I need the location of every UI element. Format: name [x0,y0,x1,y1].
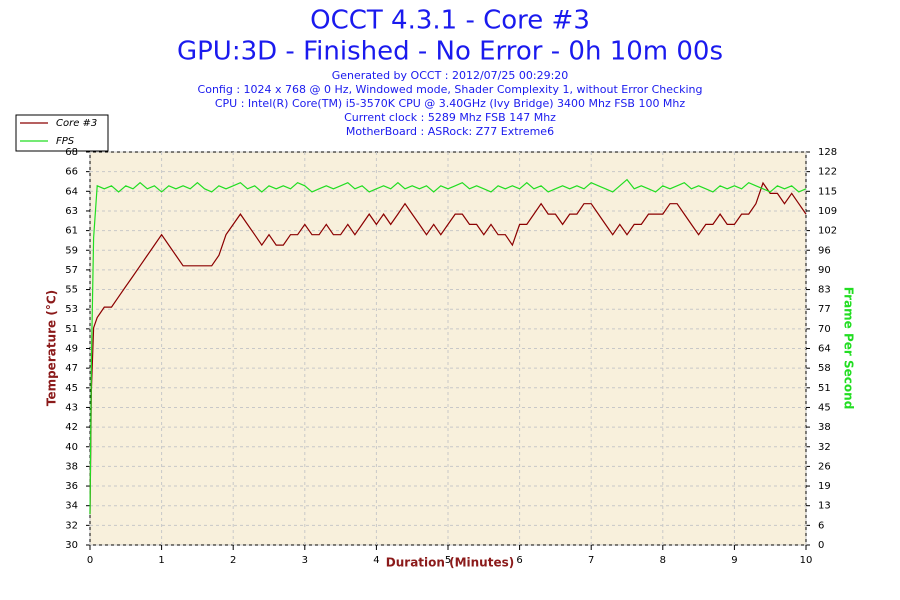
y2-tick-label: 13 [818,501,831,512]
x-tick-label: 6 [516,555,522,566]
x-tick-label: 8 [660,555,666,566]
chart-title: OCCT 4.3.1 - Core #3 [310,6,590,36]
x-tick-label: 0 [87,555,93,566]
y2-tick-label: 26 [818,461,831,472]
y-tick-label: 55 [65,285,78,296]
y2-tick-label: 32 [818,442,831,453]
y-tick-label: 64 [65,186,78,197]
legend-label: FPS [56,136,75,147]
y2-tick-label: 6 [818,520,824,531]
y2-tick-label: 128 [818,147,837,158]
legend-label: Core #3 [56,118,97,129]
info-line: Current clock : 5289 Mhz FSB 147 Mhz [344,111,556,124]
legend [15,114,109,152]
y-tick-label: 40 [65,442,78,453]
y-tick-label: 61 [65,226,78,237]
x-tick-label: 9 [731,555,737,566]
y-tick-label: 68 [65,147,78,158]
y-tick-label: 49 [65,344,78,355]
y2-tick-label: 51 [818,383,831,394]
x-tick-label: 5 [445,555,451,566]
y2-tick-label: 70 [818,324,831,335]
y2-tick-label: 102 [818,226,837,237]
y-tick-label: 57 [65,265,78,276]
y-tick-label: 43 [65,402,78,413]
y2-tick-label: 0 [818,540,824,551]
y2-tick-label: 38 [818,422,831,433]
info-line: Config : 1024 x 768 @ 0 Hz, Windowed mod… [198,83,703,96]
x-tick-label: 10 [800,555,813,566]
info-line: Generated by OCCT : 2012/07/25 00:29:20 [332,69,569,82]
info-line: CPU : Intel(R) Core(TM) i5-3570K CPU @ 3… [215,97,686,110]
x-tick-label: 2 [230,555,236,566]
y-tick-label: 38 [65,461,78,472]
y-tick-label: 53 [65,304,78,315]
y2-tick-label: 45 [818,402,831,413]
y-tick-label: 42 [65,422,78,433]
x-tick-label: 1 [158,555,164,566]
x-tick-label: 7 [588,555,594,566]
y-axis-label: Temperature (°C) [45,290,59,406]
y-tick-label: 45 [65,383,78,394]
chart-subtitle: GPU:3D - Finished - No Error - 0h 10m 00… [177,37,723,67]
y2-tick-label: 90 [818,265,831,276]
y-tick-label: 30 [65,540,78,551]
y-tick-label: 59 [65,245,78,256]
y2-tick-label: 58 [818,363,831,374]
y2-tick-label: 64 [818,344,831,355]
y-tick-label: 34 [65,501,78,512]
y2-axis-label: Frame Per Second [842,287,856,410]
x-axis-label: Duration (Minutes) [386,556,514,570]
x-tick-label: 3 [302,555,308,566]
y-tick-label: 63 [65,206,78,217]
y-tick-label: 47 [65,363,78,374]
y-tick-label: 32 [65,520,78,531]
data-line [89,181,807,515]
y-tick-label: 51 [65,324,78,335]
info-line: MotherBoard : ASRock: Z77 Extreme6 [346,125,554,138]
x-tick-label: 4 [373,555,379,566]
y2-tick-label: 19 [818,481,831,492]
y2-tick-label: 96 [818,245,831,256]
data-line [89,178,807,515]
y2-tick-label: 122 [818,167,837,178]
y2-tick-label: 83 [818,285,831,296]
y2-tick-label: 115 [818,186,837,197]
y-tick-label: 36 [65,481,78,492]
y2-tick-label: 77 [818,304,831,315]
y-tick-label: 66 [65,167,78,178]
y2-tick-label: 109 [818,206,837,217]
